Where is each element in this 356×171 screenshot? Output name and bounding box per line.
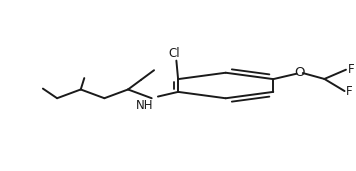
Text: Cl: Cl bbox=[169, 47, 180, 60]
Text: NH: NH bbox=[136, 99, 154, 112]
Text: F: F bbox=[346, 85, 353, 98]
Text: F: F bbox=[348, 63, 354, 76]
Text: O: O bbox=[294, 66, 305, 79]
